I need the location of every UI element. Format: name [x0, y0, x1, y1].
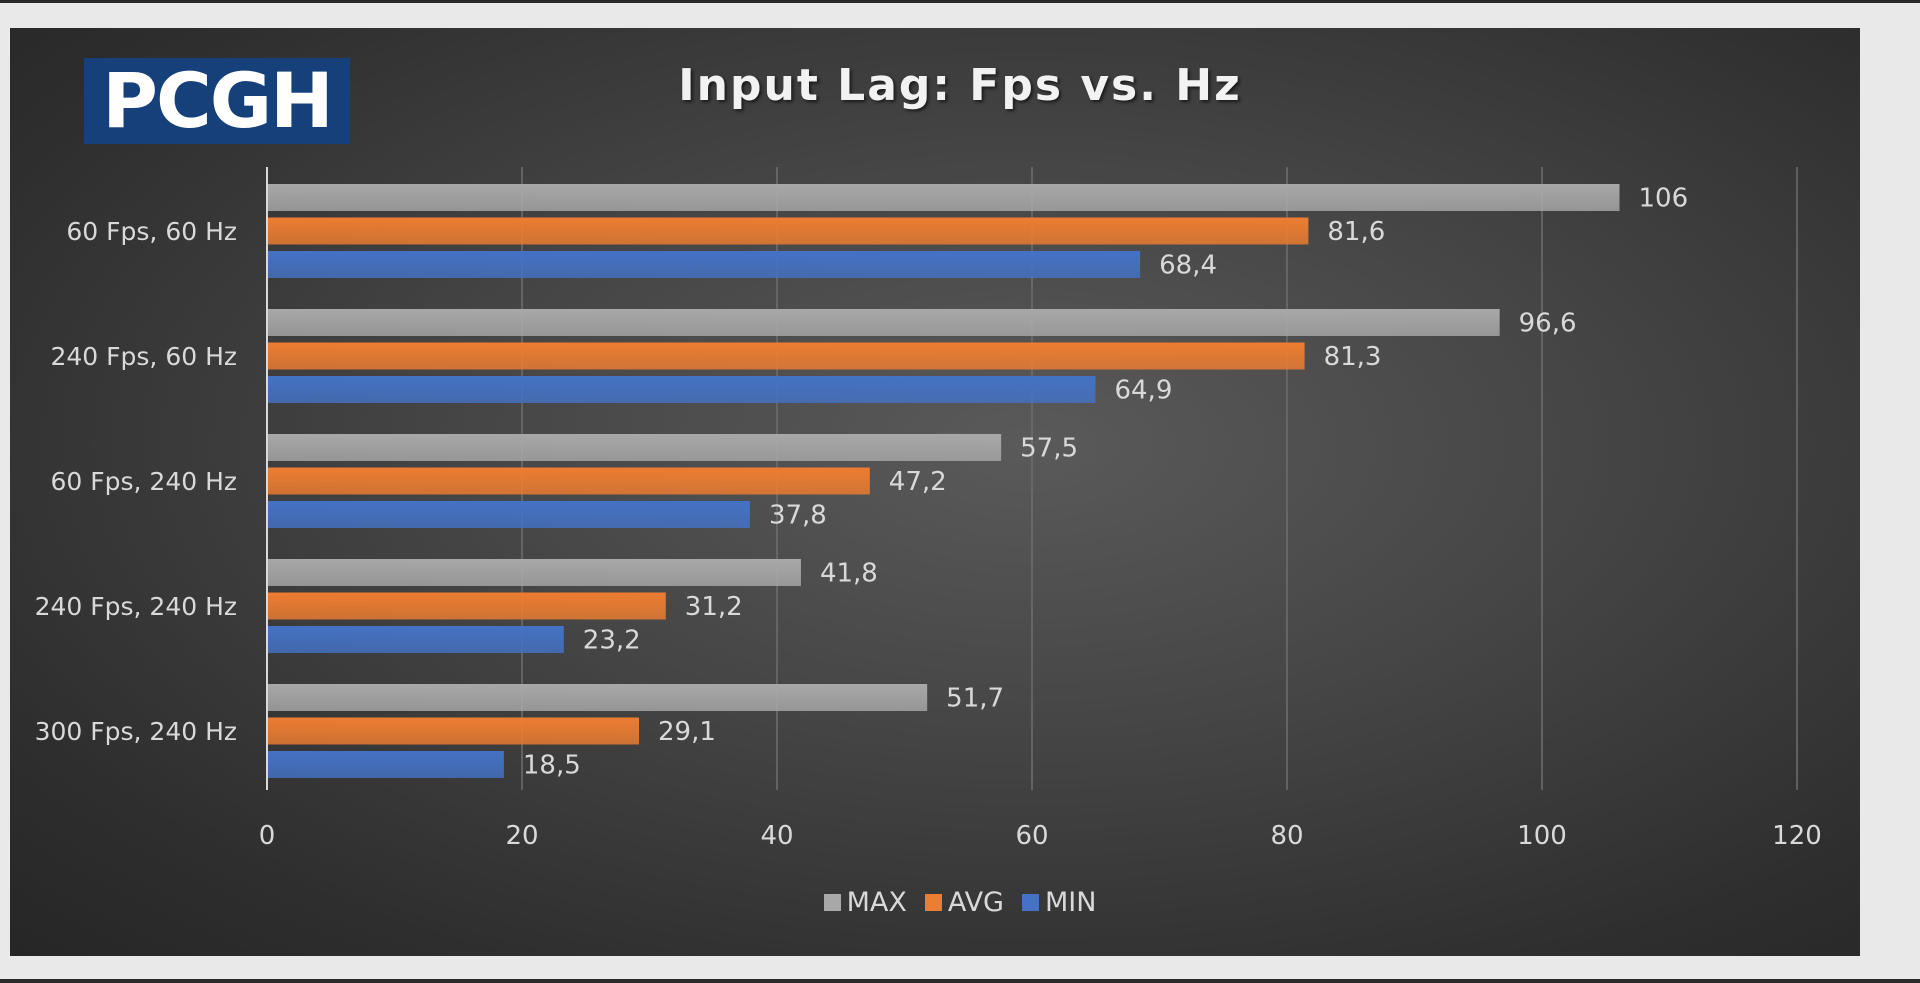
data-label: 47,2 — [889, 467, 947, 497]
x-tick-label: 60 — [1015, 821, 1048, 851]
bar-avg — [268, 467, 870, 495]
x-tick-label: 0 — [259, 821, 276, 851]
legend-item-avg: AVG — [924, 887, 1004, 918]
data-label: 41,8 — [820, 559, 878, 589]
data-label: 68,4 — [1159, 251, 1217, 281]
category-label: 60 Fps, 240 Hz — [50, 467, 237, 496]
category-label: 240 Fps, 60 Hz — [50, 342, 237, 371]
bar-avg — [268, 592, 666, 620]
data-label: 18,5 — [523, 751, 581, 781]
chart-title: Input Lag: Fps vs. Hz — [678, 60, 1242, 111]
x-tick-label: 120 — [1772, 821, 1822, 851]
category-label: 300 Fps, 240 Hz — [35, 717, 237, 746]
bar-min — [268, 501, 750, 528]
bar-avg — [268, 217, 1309, 245]
bottom-border — [0, 979, 1920, 983]
legend-label: MAX — [846, 887, 907, 918]
data-label: 106 — [1639, 184, 1689, 214]
category-label: 240 Fps, 240 Hz — [35, 592, 237, 621]
legend-label: MIN — [1044, 887, 1097, 918]
bar-min — [268, 751, 504, 778]
bar-min — [268, 251, 1141, 278]
category-label: 60 Fps, 60 Hz — [66, 217, 237, 246]
x-tick-label: 80 — [1270, 821, 1303, 851]
data-label: 31,2 — [685, 592, 743, 622]
legend-swatch — [924, 894, 942, 911]
legend-label: AVG — [947, 887, 1004, 918]
data-label: 64,9 — [1114, 376, 1172, 406]
bar-max — [268, 309, 1500, 336]
data-label: 81,3 — [1324, 342, 1382, 372]
top-border — [0, 0, 1920, 3]
pcgh-logo: PCGH — [84, 58, 350, 144]
data-label: 37,8 — [769, 501, 827, 531]
legend-item-min: MIN — [1021, 887, 1097, 918]
legend-item-max: MAX — [823, 887, 907, 918]
legend-swatch — [1021, 894, 1039, 911]
bar-max — [268, 434, 1002, 461]
bar-avg — [268, 342, 1305, 370]
bar-min — [268, 376, 1096, 403]
legend-swatch — [823, 894, 841, 911]
data-label: 29,1 — [658, 717, 716, 747]
bar-min — [268, 626, 564, 653]
bar-avg — [268, 717, 640, 745]
logo-text: PCGH — [102, 56, 333, 145]
data-label: 96,6 — [1519, 309, 1577, 339]
data-label: 81,6 — [1327, 217, 1385, 247]
x-tick-label: 100 — [1517, 821, 1567, 851]
x-tick-label: 20 — [505, 821, 538, 851]
x-tick-label: 40 — [760, 821, 793, 851]
data-label: 23,2 — [583, 626, 641, 656]
bar-max — [268, 559, 801, 586]
chart-legend: MAX AVG MIN — [0, 887, 1920, 918]
data-label: 57,5 — [1020, 434, 1078, 464]
bar-max — [268, 184, 1620, 211]
data-label: 51,7 — [946, 684, 1004, 714]
bar-max — [268, 684, 928, 711]
